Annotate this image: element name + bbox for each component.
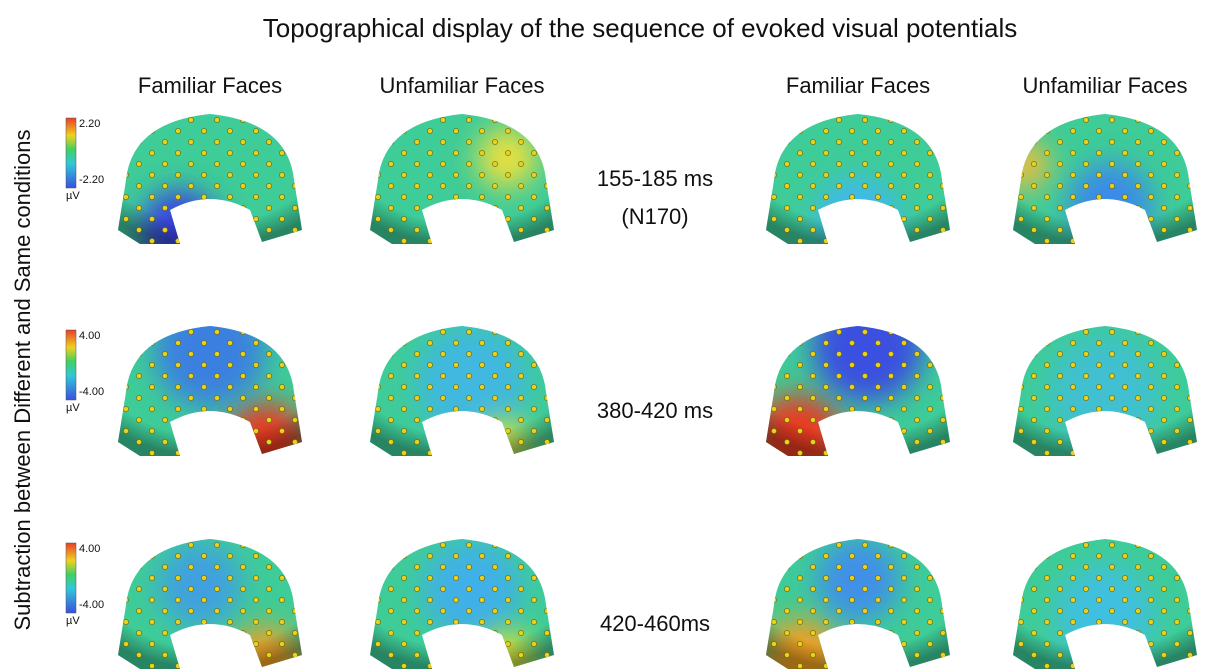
- colorbar: [65, 329, 77, 401]
- electrodes: [1013, 326, 1197, 456]
- topomap: [118, 539, 302, 669]
- column-header: Unfamiliar Faces: [1022, 73, 1187, 98]
- column-header: Unfamiliar Faces: [379, 73, 544, 98]
- column-header: Familiar Faces: [138, 73, 282, 98]
- topomap: [118, 326, 302, 456]
- side-label: Subtraction between Different and Same c…: [10, 129, 35, 630]
- component: (N170): [621, 204, 688, 229]
- electrodes: [766, 539, 950, 669]
- electrodes: [118, 539, 302, 669]
- time-window: 155-185 ms: [597, 166, 713, 191]
- electrodes: [118, 114, 302, 244]
- electrodes: [1013, 539, 1197, 669]
- time-window: 380-420 ms: [597, 398, 713, 423]
- scale-max: 2.20: [79, 118, 100, 130]
- topomap: [1013, 539, 1197, 669]
- topomap: [766, 114, 950, 244]
- electrodes: [370, 114, 554, 244]
- scale-min: -2.20: [79, 174, 104, 186]
- topomap: [1013, 114, 1197, 244]
- topomap: [370, 326, 554, 456]
- colorbar: [65, 542, 77, 614]
- scale-unit: µV: [66, 615, 80, 627]
- electrodes: [118, 326, 302, 456]
- scale-max: 4.00: [79, 543, 100, 555]
- electrodes: [1013, 114, 1197, 244]
- topomap: [766, 539, 950, 669]
- topomap: [766, 326, 950, 456]
- electrodes: [370, 326, 554, 456]
- time-window: 420-460ms: [600, 611, 710, 636]
- scale-min: -4.00: [79, 599, 104, 611]
- scale-max: 4.00: [79, 330, 100, 342]
- scale-unit: µV: [66, 402, 80, 414]
- electrodes: [766, 326, 950, 456]
- column-header: Familiar Faces: [786, 73, 930, 98]
- colorbar: [65, 117, 77, 189]
- scale-min: -4.00: [79, 386, 104, 398]
- electrodes: [766, 114, 950, 244]
- scale-unit: µV: [66, 190, 80, 202]
- electrodes: [370, 539, 554, 669]
- title: Topographical display of the sequence of…: [263, 13, 1018, 43]
- topomap: [118, 114, 302, 244]
- topomap: [1013, 326, 1197, 456]
- topomap: [370, 539, 554, 669]
- topomap: [370, 114, 554, 244]
